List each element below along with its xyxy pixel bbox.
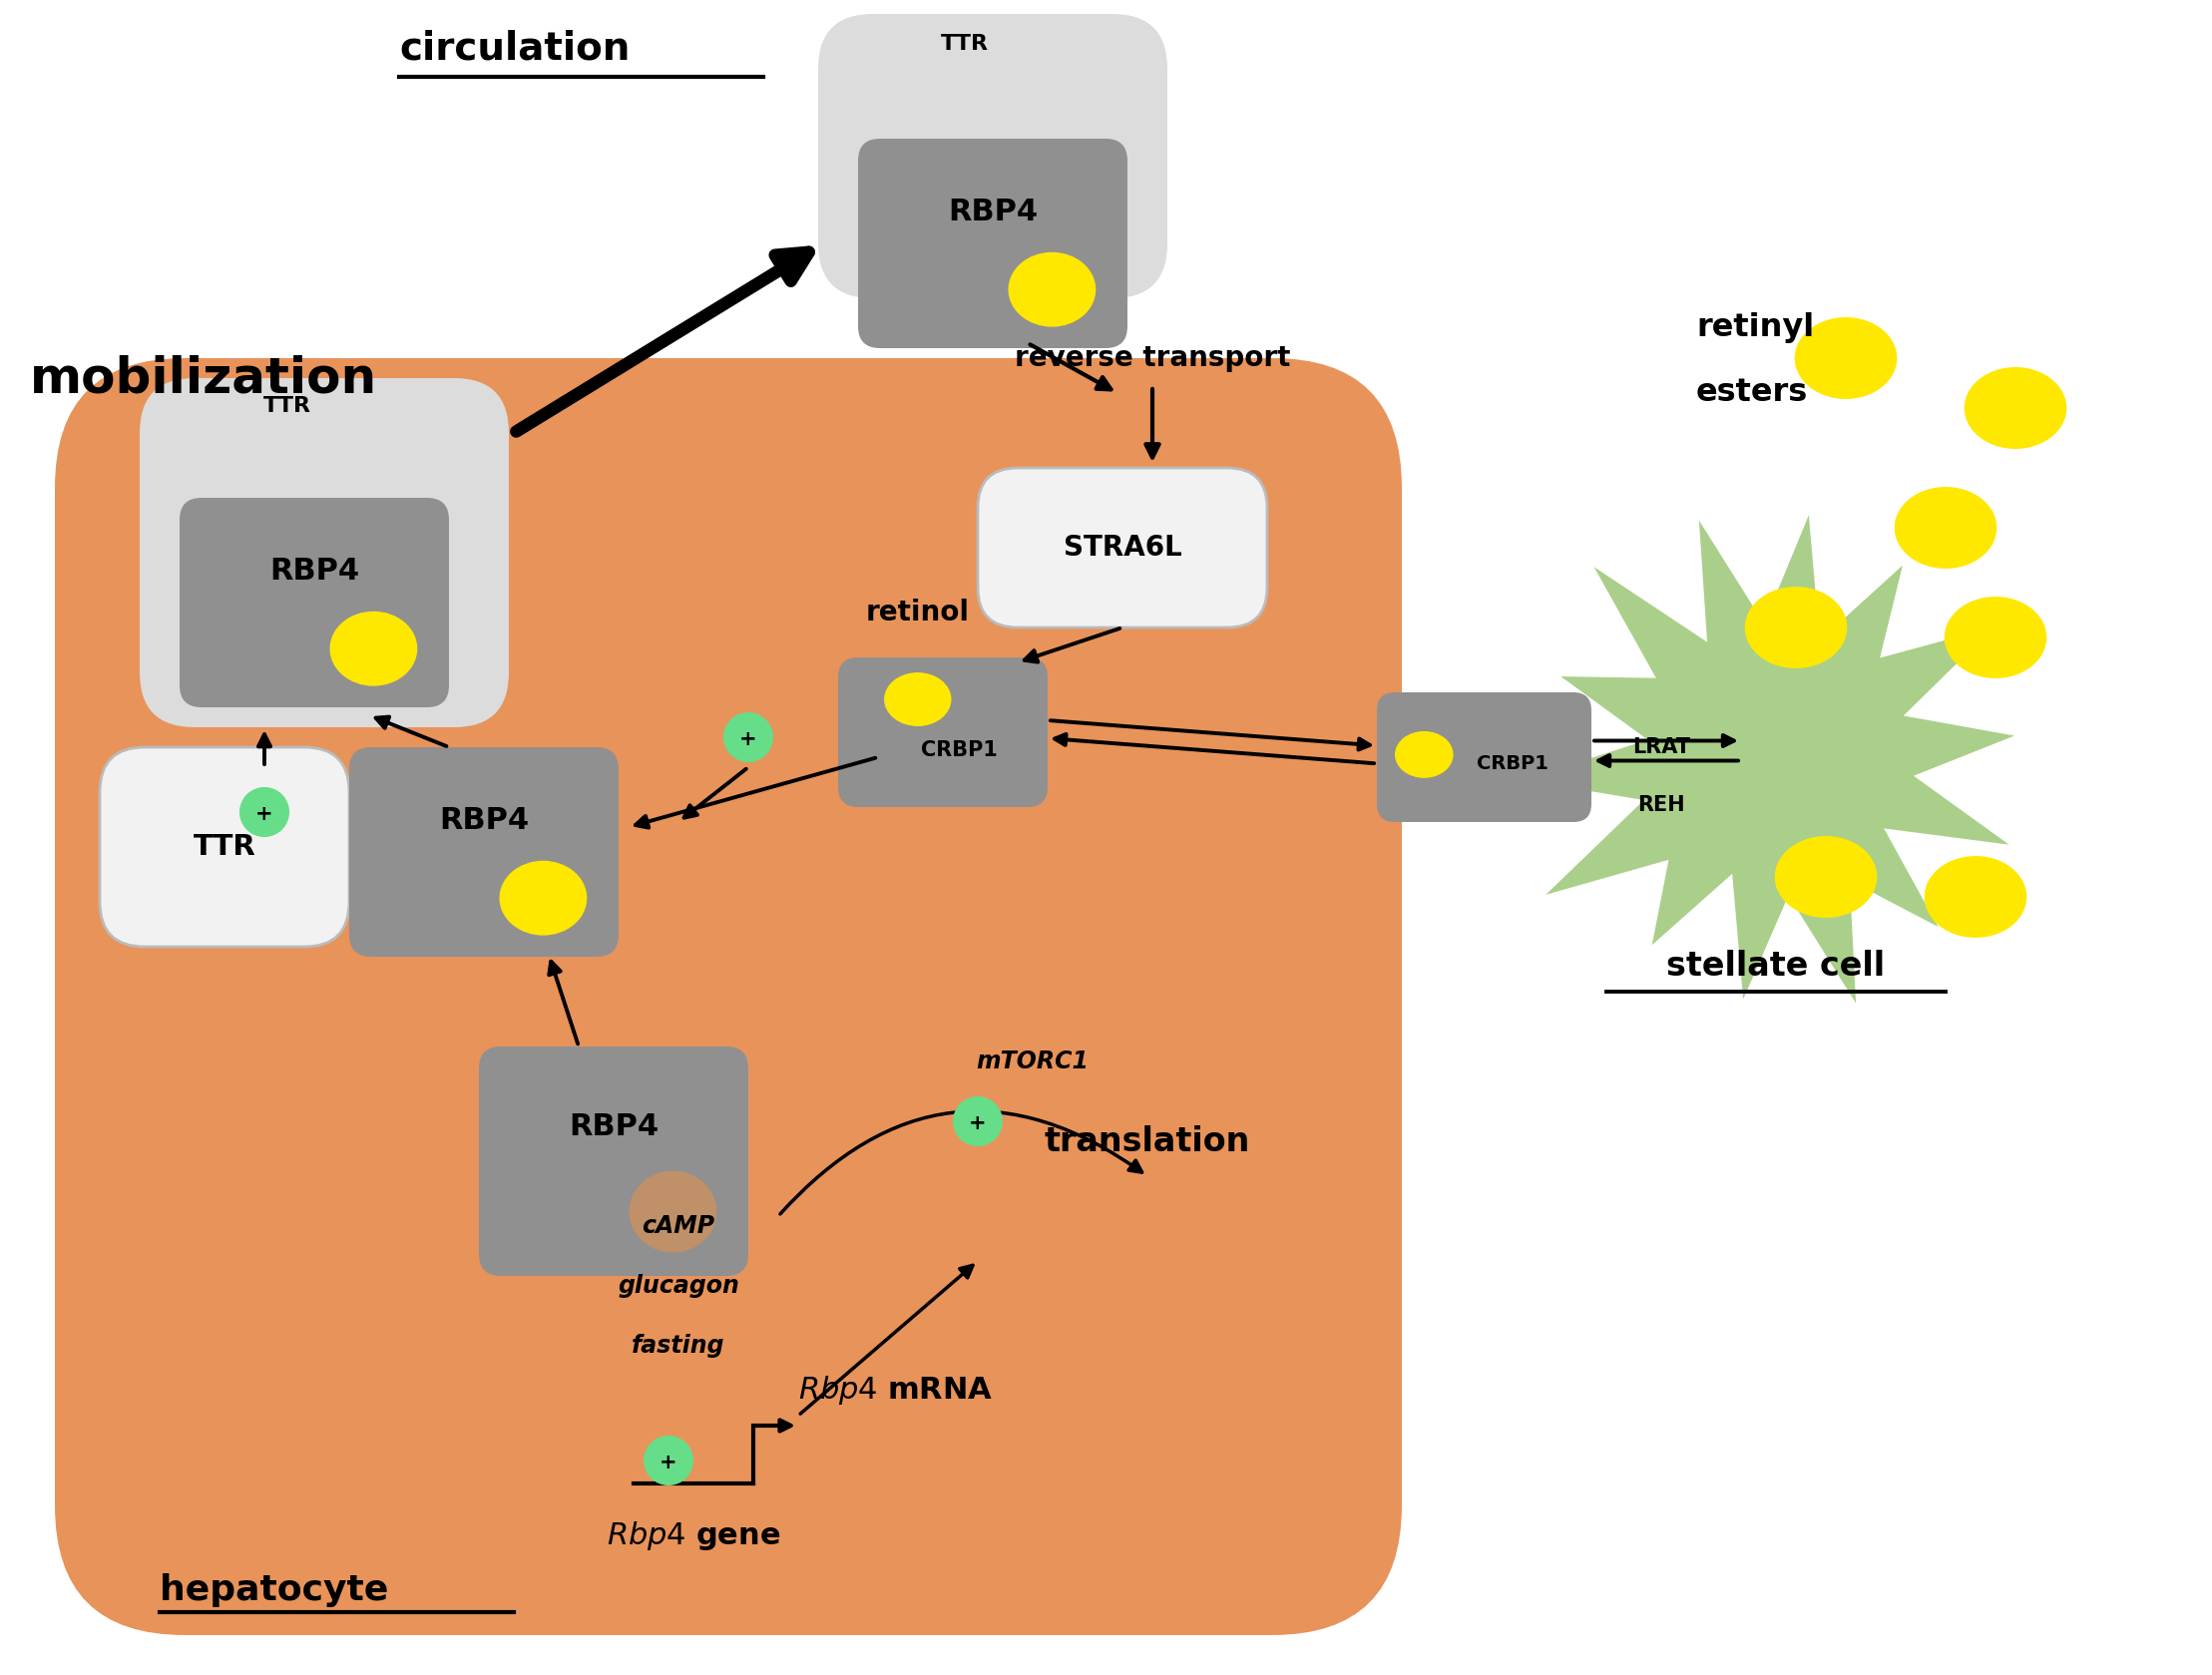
Polygon shape [1524,516,2015,1003]
Text: RBP4: RBP4 [947,198,1037,226]
FancyBboxPatch shape [139,379,509,727]
Text: $\bf{\it{Rbp4}}$ $\bf{gene}$: $\bf{\it{Rbp4}}$ $\bf{gene}$ [606,1519,781,1551]
Ellipse shape [330,611,416,685]
FancyBboxPatch shape [978,467,1267,628]
Text: RBP4: RBP4 [438,806,529,836]
Ellipse shape [885,673,951,725]
Ellipse shape [1745,588,1847,668]
Text: retinyl: retinyl [1697,313,1814,343]
FancyBboxPatch shape [100,747,349,946]
Text: mTORC1: mTORC1 [975,1050,1088,1074]
Ellipse shape [1896,487,1995,568]
Ellipse shape [1964,368,2066,449]
Text: +: + [659,1452,677,1472]
Text: translation: translation [1044,1126,1250,1157]
Circle shape [644,1437,692,1484]
Circle shape [723,714,772,760]
Text: REH: REH [1637,796,1686,816]
Text: hepatocyte: hepatocyte [159,1573,389,1606]
Text: +: + [739,729,757,749]
Ellipse shape [1944,598,2046,678]
Text: LRAT: LRAT [1632,737,1690,757]
Text: glucagon: glucagon [617,1275,739,1298]
Ellipse shape [630,1171,717,1251]
FancyBboxPatch shape [858,139,1128,348]
FancyBboxPatch shape [55,358,1402,1635]
FancyBboxPatch shape [838,657,1048,807]
Text: TTR: TTR [263,395,312,415]
FancyBboxPatch shape [349,747,619,956]
FancyBboxPatch shape [818,13,1168,298]
Ellipse shape [1776,838,1876,916]
Ellipse shape [1924,856,2026,936]
Text: fasting: fasting [633,1333,726,1358]
Text: +: + [257,804,274,824]
Text: retinol: retinol [865,598,969,626]
Text: cAMP: cAMP [641,1214,714,1238]
Text: RBP4: RBP4 [270,556,358,586]
Text: STRA6L: STRA6L [1064,534,1181,561]
Text: TTR: TTR [940,34,989,54]
Text: RBP4: RBP4 [568,1112,659,1141]
Ellipse shape [1796,318,1896,399]
Text: reverse transport: reverse transport [1015,343,1290,372]
FancyBboxPatch shape [1376,692,1590,822]
Text: +: + [969,1114,987,1134]
Text: TTR: TTR [192,832,257,861]
Circle shape [953,1097,1002,1146]
Ellipse shape [1396,732,1453,777]
Text: CRBP1: CRBP1 [1475,754,1548,774]
Ellipse shape [500,861,586,935]
Ellipse shape [1009,253,1095,327]
FancyBboxPatch shape [179,497,449,707]
Circle shape [241,789,288,836]
Text: esters: esters [1697,377,1807,409]
Text: circulation: circulation [398,30,630,69]
Text: mobilization: mobilization [31,353,378,402]
Text: CRBP1: CRBP1 [920,740,998,760]
Text: stellate cell: stellate cell [1666,950,1885,983]
Text: $\bf{\it{Rbp4}}$ $\bf{mRNA}$: $\bf{\it{Rbp4}}$ $\bf{mRNA}$ [799,1374,993,1407]
FancyBboxPatch shape [480,1047,748,1276]
